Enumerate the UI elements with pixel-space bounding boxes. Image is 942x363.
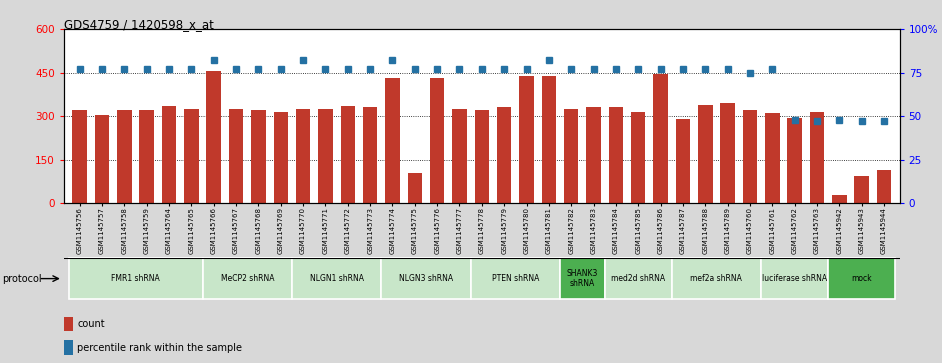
Bar (854, 176, 869, 203)
Bar (497, 107, 512, 203)
Text: PTEN shRNA: PTEN shRNA (492, 274, 539, 283)
Bar (430, 78, 445, 203)
Bar (475, 110, 489, 203)
Text: percentile rank within the sample: percentile rank within the sample (77, 343, 242, 352)
Bar (139, 110, 154, 203)
Bar (721, 103, 735, 203)
Text: count: count (77, 319, 105, 329)
Bar (877, 170, 891, 203)
Bar (206, 71, 221, 203)
Bar (340, 106, 355, 203)
Bar (95, 115, 109, 203)
Text: NLGN3 shRNA: NLGN3 shRNA (398, 274, 453, 283)
Bar (832, 195, 847, 203)
Bar (765, 113, 780, 203)
Bar (560, 258, 605, 299)
Text: SHANK3
shRNA: SHANK3 shRNA (567, 269, 598, 288)
Bar (788, 118, 802, 203)
Text: mock: mock (852, 274, 872, 283)
Bar (654, 74, 668, 203)
Bar (229, 109, 243, 203)
Bar (382, 258, 471, 299)
Bar (184, 109, 199, 203)
Bar (672, 258, 761, 299)
Text: GDS4759 / 1420598_x_at: GDS4759 / 1420598_x_at (64, 18, 214, 31)
Bar (318, 109, 333, 203)
Text: FMR1 shRNA: FMR1 shRNA (111, 274, 160, 283)
Bar (761, 258, 828, 299)
Bar (162, 106, 176, 203)
Bar (564, 109, 578, 203)
Bar (698, 105, 712, 203)
Bar (69, 258, 203, 299)
Text: MeCP2 shRNA: MeCP2 shRNA (220, 274, 274, 283)
Bar (631, 112, 645, 203)
Bar (605, 258, 672, 299)
Bar (117, 110, 132, 203)
Bar (675, 119, 690, 203)
Bar (363, 107, 378, 203)
Bar (64, 317, 73, 331)
Text: protocol: protocol (2, 274, 41, 284)
Bar (452, 109, 466, 203)
Bar (586, 107, 601, 203)
Text: NLGN1 shRNA: NLGN1 shRNA (310, 274, 364, 283)
Text: mef2a shRNA: mef2a shRNA (690, 274, 742, 283)
Bar (273, 112, 288, 203)
Bar (408, 173, 422, 203)
Bar (742, 110, 757, 203)
Bar (519, 76, 534, 203)
Text: med2d shRNA: med2d shRNA (611, 274, 665, 283)
Bar (73, 110, 87, 203)
Bar (252, 110, 266, 203)
Text: luciferase shRNA: luciferase shRNA (762, 274, 827, 283)
Bar (810, 112, 824, 203)
Bar (542, 76, 556, 203)
Bar (203, 258, 292, 299)
Bar (471, 258, 560, 299)
Bar (385, 78, 399, 203)
Bar (296, 109, 310, 203)
Bar (64, 340, 73, 355)
Bar (828, 258, 895, 299)
Bar (292, 258, 382, 299)
Bar (609, 107, 624, 203)
